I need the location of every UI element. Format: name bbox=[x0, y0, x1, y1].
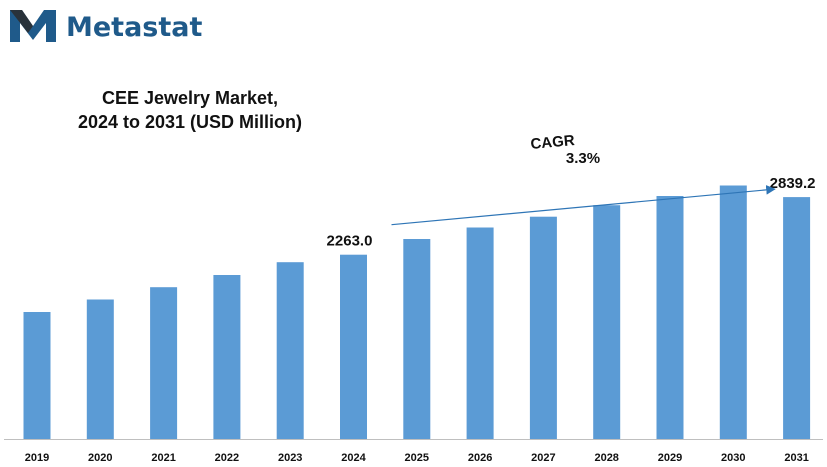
x-tick-label-2029: 2029 bbox=[658, 452, 682, 464]
x-tick-label-2022: 2022 bbox=[215, 452, 239, 464]
x-tick-label-2019: 2019 bbox=[25, 452, 49, 464]
x-tick-label-2021: 2021 bbox=[151, 452, 175, 464]
bar-2021 bbox=[150, 287, 178, 439]
bar-2023 bbox=[276, 262, 304, 439]
cagr-arrow bbox=[391, 185, 776, 226]
bar-2026 bbox=[466, 227, 494, 439]
x-tick-label-2031: 2031 bbox=[784, 452, 808, 464]
x-tick-label-2023: 2023 bbox=[278, 452, 302, 464]
bar-2022 bbox=[213, 275, 241, 439]
brand-logo: Metastat bbox=[8, 6, 202, 49]
x-tick-label-2026: 2026 bbox=[468, 452, 492, 464]
bar-2028 bbox=[593, 205, 621, 439]
bar-2025 bbox=[403, 239, 431, 439]
x-tick-label-2025: 2025 bbox=[405, 452, 429, 464]
metastat-logo-icon bbox=[8, 6, 58, 49]
chart-title: CEE Jewelry Market, 2024 to 2031 (USD Mi… bbox=[40, 86, 340, 134]
bar-2019 bbox=[23, 312, 51, 439]
x-tick-label-2028: 2028 bbox=[594, 452, 618, 464]
data-label-2024: 2263.0 bbox=[327, 233, 373, 250]
bar-2027 bbox=[529, 216, 557, 439]
cagr-value: 3.3% bbox=[566, 150, 600, 167]
x-tick-label-2024: 2024 bbox=[341, 452, 366, 464]
bar-2031 bbox=[783, 197, 811, 439]
x-tick-label-2030: 2030 bbox=[721, 452, 745, 464]
x-tick-label-2020: 2020 bbox=[88, 452, 112, 464]
cagr-label: CAGR bbox=[530, 132, 576, 153]
chart-title-line-2: 2024 to 2031 (USD Million) bbox=[77, 112, 303, 132]
bar-2020 bbox=[86, 299, 114, 439]
bar-2029 bbox=[656, 196, 684, 439]
bar-2024 bbox=[340, 254, 367, 439]
x-tick-label-2027: 2027 bbox=[531, 452, 555, 464]
bar-2030 bbox=[719, 185, 747, 439]
data-label-2031: 2839.2 bbox=[770, 175, 816, 192]
chart-title-line-1: CEE Jewelry Market, bbox=[101, 88, 279, 108]
brand-name: Metastat bbox=[66, 12, 203, 43]
